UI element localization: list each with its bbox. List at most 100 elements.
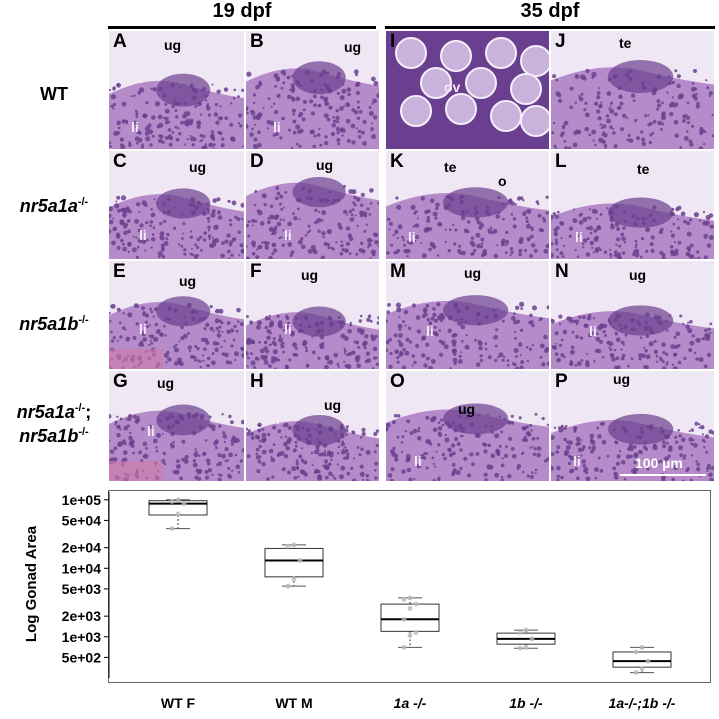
box xyxy=(264,547,324,578)
histology-image xyxy=(551,31,714,149)
data-point xyxy=(633,649,639,655)
histology-image xyxy=(551,261,714,369)
data-point xyxy=(181,501,187,507)
annotation-li: li xyxy=(147,423,155,439)
histology-image xyxy=(246,151,379,259)
x-tick-label: 1b -/- xyxy=(509,695,543,711)
y-tick-label: 2e+03 xyxy=(62,608,102,624)
data-point xyxy=(175,497,181,503)
data-point xyxy=(407,605,413,611)
y-tick-label: 2e+04 xyxy=(62,540,102,556)
histology-image xyxy=(109,31,244,149)
data-point xyxy=(291,542,297,548)
annotation-li: li xyxy=(426,323,434,339)
row-label-nr5a1a: nr5a1a-/- xyxy=(19,196,89,216)
header-35dpf-bar xyxy=(385,26,715,29)
annotation-ug: ug xyxy=(629,267,647,283)
data-point xyxy=(633,670,639,676)
histology-image xyxy=(551,151,714,259)
panel-letter: J xyxy=(555,31,566,52)
annotation-ug: ug xyxy=(458,401,476,417)
annotation-ug: ug xyxy=(164,37,182,53)
data-point xyxy=(639,666,645,672)
annotation-ug: ug xyxy=(157,375,175,391)
panel-letter: G xyxy=(113,371,128,392)
data-point xyxy=(175,511,181,517)
chart-frame xyxy=(108,490,711,683)
panel-letter: B xyxy=(250,31,264,52)
data-point xyxy=(401,597,407,603)
data-point xyxy=(285,543,291,549)
data-point xyxy=(285,583,291,589)
annotation-li: li xyxy=(573,453,581,469)
data-point xyxy=(297,557,303,563)
data-point xyxy=(413,630,419,636)
annotation-ov: ov xyxy=(444,79,461,95)
header-19dpf: 19 dpf xyxy=(212,0,272,22)
x-tick-label: WT F xyxy=(161,695,196,711)
annotation-ug: ug xyxy=(464,265,482,281)
annotation-ug: ug xyxy=(344,39,362,55)
data-point xyxy=(407,632,413,638)
panel-letter: D xyxy=(250,151,264,172)
box xyxy=(380,603,440,632)
panel-letter: H xyxy=(250,371,264,392)
y-tick-label: 5e+02 xyxy=(62,649,102,665)
y-tick-label: 1e+04 xyxy=(62,560,102,576)
gonad-area-boxplot: 1e+05 5e+04 2e+04 1e+04 5e+03 2e+03 1e+03 5e+02… xyxy=(23,492,676,711)
panel-letter: E xyxy=(113,261,126,282)
header-19dpf-bar xyxy=(108,26,376,29)
annotation-li: li xyxy=(272,411,280,427)
data-point xyxy=(529,636,535,642)
y-tick-label: 1e+03 xyxy=(62,629,102,645)
data-point xyxy=(169,526,175,532)
histology-image xyxy=(109,151,244,259)
data-point xyxy=(291,576,297,582)
annotation-li: li xyxy=(273,119,281,135)
panel-letter: K xyxy=(390,151,404,172)
annotation-ug: ug xyxy=(179,273,197,289)
annotation-li: li xyxy=(414,453,422,469)
box xyxy=(612,651,672,668)
data-point xyxy=(523,644,529,650)
row-label-nr5a1b: nr5a1b-/- xyxy=(19,314,89,334)
data-point xyxy=(413,601,419,607)
data-point xyxy=(401,644,407,650)
annotation-te: te xyxy=(619,35,632,51)
x-tick-label: WT M xyxy=(275,695,312,711)
annotation-te: te xyxy=(637,161,650,177)
panel-letter: O xyxy=(390,371,405,392)
x-tick-label: 1a-/-;1b -/- xyxy=(609,695,676,711)
annotation-ug: ug xyxy=(324,397,342,413)
histology-image xyxy=(386,261,549,369)
panel-letter: F xyxy=(250,261,262,282)
panel-letter: M xyxy=(390,261,406,282)
histology-image xyxy=(386,31,549,149)
data-point xyxy=(517,630,523,636)
annotation-li: li xyxy=(139,321,147,337)
annotation-li: li xyxy=(139,227,147,243)
annotation-li: li xyxy=(408,229,416,245)
data-point xyxy=(523,627,529,633)
annotation-ug: ug xyxy=(316,157,334,173)
annotation-li: li xyxy=(589,323,597,339)
y-tick-label: 5e+04 xyxy=(62,512,102,528)
histology-image xyxy=(109,261,244,369)
annotation-li: li xyxy=(284,321,292,337)
histology-image xyxy=(246,261,379,369)
y-axis-label: Log Gonad Area xyxy=(23,525,40,642)
panel-letter: C xyxy=(113,151,127,172)
histology-image xyxy=(551,371,714,481)
